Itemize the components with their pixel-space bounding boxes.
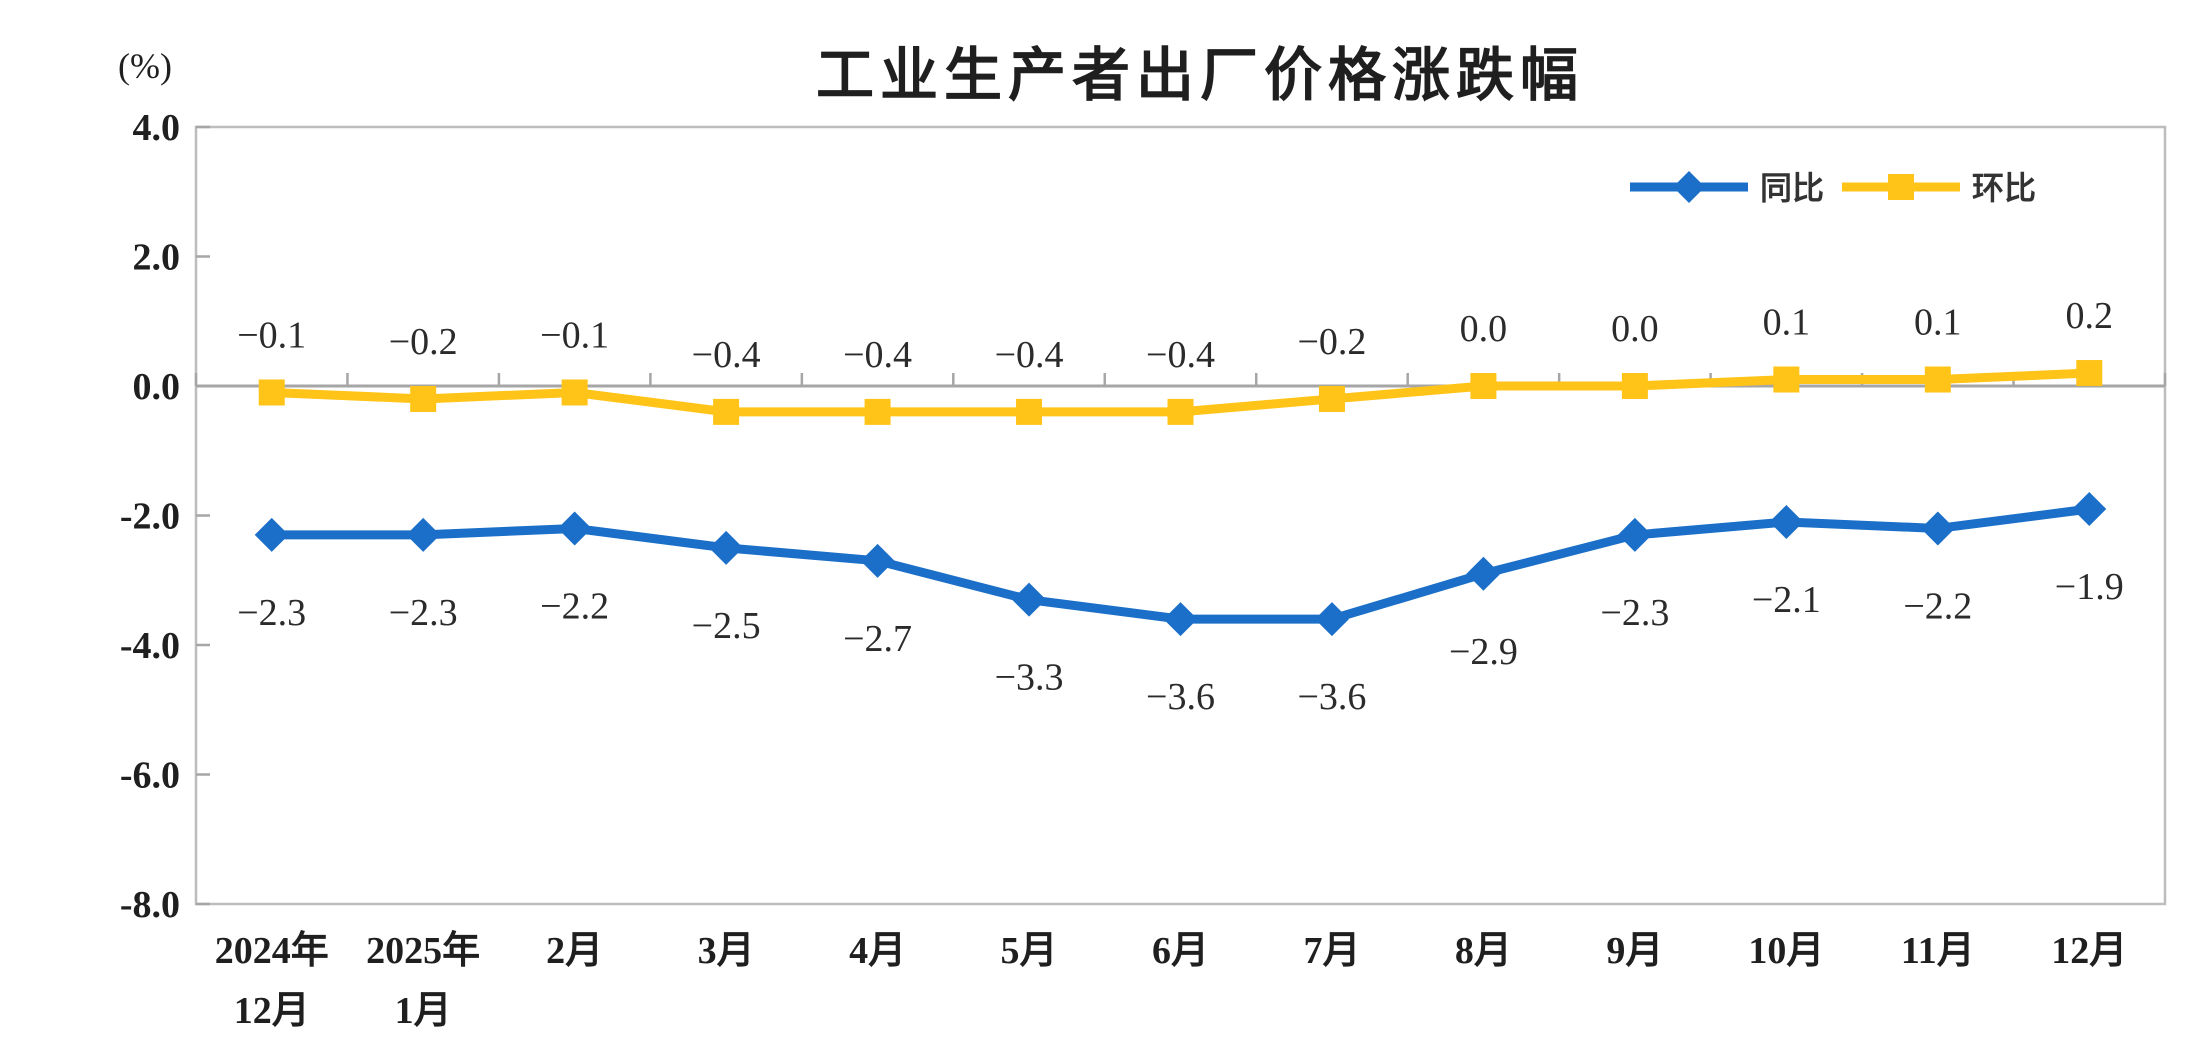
x-axis-label: 2024年 12月	[215, 930, 329, 1032]
data-label: −0.1	[540, 314, 609, 356]
data-label: −2.3	[389, 592, 458, 634]
data-label: 0.0	[1460, 308, 1508, 350]
data-label: 0.1	[1763, 302, 1811, 344]
marker-diamond	[406, 517, 441, 552]
marker-square	[713, 398, 740, 425]
y-axis-tick-label: -4.0	[120, 625, 180, 667]
marker-diamond	[557, 511, 592, 546]
marker-diamond	[1466, 556, 1501, 591]
x-axis-label: 3月	[698, 930, 755, 972]
data-label: −0.4	[692, 334, 761, 376]
y-axis-tick-label: 4.0	[133, 107, 181, 149]
x-axis-label: 2025年 1月	[366, 930, 480, 1032]
data-label: −3.6	[1146, 676, 1215, 718]
data-label: 0.0	[1611, 308, 1659, 350]
chart-title: 工业生产者出厂价格涨跌幅	[816, 43, 1584, 108]
legend-marker-diamond-icon	[1673, 171, 1705, 203]
marker-diamond	[1617, 517, 1652, 552]
x-axis-label: 7月	[1303, 930, 1360, 972]
data-label: 0.2	[2066, 295, 2114, 337]
plot-area: 4.0 2.0 0.0 -2.0 -4.0 -6.0 -8.0 2024年 12月 2025年 1月…	[120, 107, 2167, 1032]
data-label: −0.4	[995, 334, 1064, 376]
x-axis-label: 2月	[546, 930, 603, 972]
marker-diamond	[1769, 504, 1804, 539]
x-axis-label: 4月	[849, 930, 906, 972]
data-label: −2.9	[1449, 631, 1518, 673]
data-label: −0.4	[843, 334, 912, 376]
marker-square	[1318, 385, 1345, 412]
data-label: −3.3	[995, 657, 1064, 699]
x-axis-label: 6月	[1152, 930, 1209, 972]
marker-square	[1167, 398, 1194, 425]
marker-square	[1773, 366, 1800, 393]
data-label: −0.4	[1146, 334, 1215, 376]
x-axis-label: 12月	[2051, 930, 2127, 972]
data-label: −2.1	[1752, 579, 1821, 621]
marker-square	[1470, 373, 1497, 399]
marker-square	[2076, 360, 2103, 387]
y-axis-tick-label: -2.0	[120, 496, 180, 538]
data-label: −2.3	[1600, 592, 1669, 634]
x-axis-label: 11月	[1901, 930, 1975, 972]
y-axis-tick-label: -8.0	[120, 884, 180, 926]
data-label: −1.9	[2055, 566, 2124, 608]
x-axis-label: 9月	[1606, 930, 1663, 972]
data-label: −0.2	[389, 321, 458, 363]
plot-border	[194, 125, 2167, 906]
legend-label-tongbi: 同比	[1760, 170, 1824, 206]
data-label: −2.5	[692, 605, 761, 647]
marker-diamond	[1314, 602, 1349, 637]
y-axis-tick-label: -6.0	[120, 755, 180, 797]
marker-diamond	[2072, 492, 2107, 527]
marker-diamond	[709, 530, 744, 565]
marker-diamond	[254, 517, 289, 552]
marker-square	[864, 398, 891, 425]
marker-diamond	[1163, 602, 1198, 637]
data-label: 0.1	[1914, 302, 1962, 344]
y-axis-tick-label: 0.0	[133, 366, 181, 408]
data-label: −2.2	[540, 585, 609, 627]
marker-square	[258, 379, 285, 406]
data-label: −2.3	[237, 592, 306, 634]
data-label: −0.1	[237, 314, 306, 356]
data-label: −2.7	[843, 618, 912, 660]
marker-diamond	[1920, 511, 1955, 546]
data-label: −2.2	[1903, 585, 1972, 627]
y-axis-unit-label: (%)	[118, 46, 172, 86]
marker-diamond	[1012, 582, 1047, 617]
marker-square	[1621, 373, 1648, 399]
marker-square	[561, 379, 588, 406]
y-axis-tick-label: 2.0	[133, 237, 181, 279]
x-axis-label: 8月	[1455, 930, 1512, 972]
x-axis-label: 10月	[1748, 930, 1824, 972]
data-label: −0.2	[1297, 321, 1366, 363]
legend: 同比 环比	[1630, 170, 2036, 206]
data-label: −3.6	[1297, 676, 1366, 718]
legend-marker-square-icon	[1888, 174, 1914, 200]
marker-square	[1924, 366, 1951, 393]
x-axis-label: 5月	[1001, 930, 1058, 972]
marker-square	[410, 385, 437, 412]
marker-square	[1016, 398, 1043, 425]
marker-diamond	[860, 543, 895, 578]
legend-label-huanbi: 环比	[1972, 170, 2036, 206]
